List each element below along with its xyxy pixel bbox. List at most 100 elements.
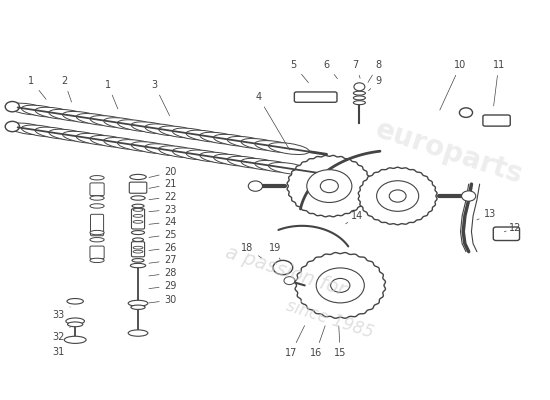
Circle shape <box>459 108 472 117</box>
Text: 18: 18 <box>241 243 261 258</box>
Ellipse shape <box>133 250 143 253</box>
Ellipse shape <box>118 120 158 132</box>
Text: 15: 15 <box>334 326 346 358</box>
Ellipse shape <box>63 112 103 123</box>
Text: 26: 26 <box>149 243 177 253</box>
Ellipse shape <box>133 208 143 211</box>
Ellipse shape <box>213 134 254 146</box>
Circle shape <box>273 260 293 275</box>
Ellipse shape <box>132 258 144 262</box>
Ellipse shape <box>131 196 145 200</box>
Text: 11: 11 <box>493 60 505 106</box>
Text: 16: 16 <box>310 326 325 358</box>
Text: 1: 1 <box>105 80 118 109</box>
Ellipse shape <box>21 105 62 117</box>
Ellipse shape <box>255 140 295 152</box>
Text: 31: 31 <box>53 342 70 357</box>
Circle shape <box>331 278 350 292</box>
Ellipse shape <box>354 91 365 95</box>
FancyBboxPatch shape <box>90 246 104 259</box>
Text: 3: 3 <box>151 80 169 116</box>
FancyBboxPatch shape <box>493 227 520 240</box>
Ellipse shape <box>268 162 309 174</box>
Ellipse shape <box>158 146 200 158</box>
Ellipse shape <box>49 109 90 121</box>
Ellipse shape <box>354 101 365 105</box>
Text: 1: 1 <box>29 76 46 99</box>
Polygon shape <box>295 252 386 318</box>
Ellipse shape <box>90 230 104 235</box>
Ellipse shape <box>172 148 213 160</box>
Text: 13: 13 <box>477 209 497 220</box>
Ellipse shape <box>255 160 295 172</box>
Text: 19: 19 <box>268 243 281 260</box>
Ellipse shape <box>131 122 172 134</box>
FancyBboxPatch shape <box>91 214 103 236</box>
Ellipse shape <box>131 305 145 310</box>
Text: 7: 7 <box>353 60 360 78</box>
Text: 20: 20 <box>149 167 177 178</box>
Ellipse shape <box>145 144 186 156</box>
Ellipse shape <box>130 263 146 268</box>
Text: 30: 30 <box>149 295 177 305</box>
Ellipse shape <box>133 220 143 223</box>
Ellipse shape <box>90 136 131 147</box>
Text: 4: 4 <box>255 92 290 150</box>
Ellipse shape <box>241 138 282 150</box>
FancyBboxPatch shape <box>131 209 145 229</box>
Ellipse shape <box>35 107 76 119</box>
Text: 25: 25 <box>149 230 177 240</box>
Ellipse shape <box>241 158 282 170</box>
Ellipse shape <box>63 131 103 143</box>
Circle shape <box>5 121 19 132</box>
Ellipse shape <box>131 230 145 234</box>
Text: 14: 14 <box>346 211 363 224</box>
Ellipse shape <box>145 124 186 136</box>
Ellipse shape <box>132 204 144 208</box>
Text: 10: 10 <box>440 60 466 110</box>
Circle shape <box>377 181 419 211</box>
Circle shape <box>316 268 364 303</box>
Ellipse shape <box>131 142 172 154</box>
Ellipse shape <box>133 214 143 217</box>
Ellipse shape <box>200 152 240 164</box>
Circle shape <box>284 277 295 285</box>
Ellipse shape <box>128 330 148 336</box>
Circle shape <box>461 191 476 201</box>
Ellipse shape <box>49 129 90 141</box>
Ellipse shape <box>64 336 86 343</box>
Text: 29: 29 <box>149 281 177 291</box>
Circle shape <box>5 102 19 112</box>
Text: europarts: europarts <box>372 115 527 189</box>
Text: 12: 12 <box>504 223 521 233</box>
Polygon shape <box>287 156 372 217</box>
Ellipse shape <box>118 140 158 152</box>
Circle shape <box>248 181 262 191</box>
Ellipse shape <box>21 125 62 137</box>
Ellipse shape <box>90 176 104 180</box>
Ellipse shape <box>66 318 85 324</box>
Ellipse shape <box>67 298 84 304</box>
Text: 24: 24 <box>149 217 177 227</box>
Polygon shape <box>358 167 437 225</box>
Ellipse shape <box>158 126 200 138</box>
FancyBboxPatch shape <box>294 92 337 102</box>
Ellipse shape <box>90 238 104 242</box>
Ellipse shape <box>128 300 148 306</box>
Text: 9: 9 <box>368 76 382 91</box>
Ellipse shape <box>68 322 83 327</box>
Text: 2: 2 <box>61 76 72 102</box>
Ellipse shape <box>172 128 213 140</box>
Ellipse shape <box>268 143 309 154</box>
FancyBboxPatch shape <box>131 242 145 257</box>
Text: 8: 8 <box>368 60 382 82</box>
Text: 32: 32 <box>53 327 70 342</box>
FancyBboxPatch shape <box>129 182 147 193</box>
Circle shape <box>389 190 406 202</box>
Ellipse shape <box>8 103 48 115</box>
Text: 17: 17 <box>285 326 305 358</box>
Circle shape <box>354 83 365 91</box>
Ellipse shape <box>104 138 145 149</box>
Text: 23: 23 <box>149 204 177 214</box>
Ellipse shape <box>90 204 104 208</box>
